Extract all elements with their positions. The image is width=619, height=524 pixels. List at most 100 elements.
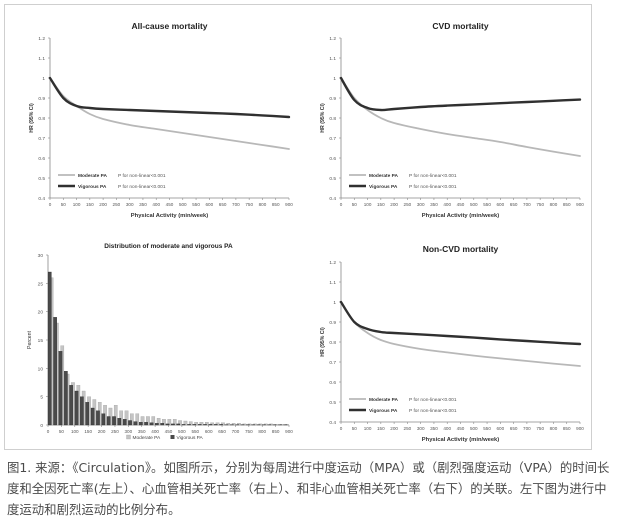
x-tick-label: 800 bbox=[258, 429, 266, 434]
x-tick-label: 450 bbox=[457, 202, 465, 207]
legend-note: P for non-linear<0.001 bbox=[409, 173, 457, 179]
x-tick-label: 0 bbox=[340, 426, 343, 431]
x-tick-label: 300 bbox=[417, 202, 425, 207]
y-tick-label: 15 bbox=[38, 338, 44, 344]
x-tick-label: 300 bbox=[124, 429, 132, 434]
chart-allcause: All-cause mortality 0.4 0.5 0.6 0.7 0.8 0.9 1 1.… bbox=[29, 21, 293, 219]
y-tick-label: 0.6 bbox=[329, 380, 336, 386]
x-tick-label: 400 bbox=[443, 426, 451, 431]
bar-moderate bbox=[242, 423, 247, 426]
legend-label: Moderate PA bbox=[369, 173, 398, 179]
y-tick-label: 1.2 bbox=[38, 36, 45, 42]
x-tick-label: 350 bbox=[430, 426, 438, 431]
chart-title: CVD mortality bbox=[432, 21, 488, 31]
x-tick-label: 250 bbox=[113, 202, 121, 207]
series-line-vigorous bbox=[339, 76, 582, 112]
y-tick-label: 0 bbox=[40, 423, 43, 429]
x-tick-label: 0 bbox=[49, 202, 52, 207]
x-tick-label: 0 bbox=[340, 202, 343, 207]
bar-vigorous bbox=[208, 424, 213, 426]
bar-vigorous bbox=[74, 390, 79, 426]
y-tick-label: 1.1 bbox=[329, 56, 336, 62]
legend-swatch-vigorous bbox=[170, 435, 175, 439]
bar-vigorous bbox=[187, 424, 191, 426]
bar-vigorous bbox=[133, 421, 138, 426]
x-tick-label: 750 bbox=[245, 429, 253, 434]
bar-vigorous bbox=[181, 424, 186, 426]
bar-moderate bbox=[226, 423, 231, 426]
x-tick-label: 450 bbox=[457, 426, 465, 431]
x-tick-label: 200 bbox=[390, 426, 398, 431]
y-axis-label: HR (95% CI) bbox=[320, 327, 326, 357]
x-tick-label: 100 bbox=[364, 202, 372, 207]
bar-vigorous bbox=[47, 271, 52, 426]
bar-vigorous bbox=[219, 424, 223, 426]
x-tick-label: 600 bbox=[205, 202, 213, 207]
x-tick-label: 650 bbox=[510, 426, 518, 431]
bar-vigorous bbox=[176, 423, 181, 426]
x-tick-label: 550 bbox=[483, 426, 491, 431]
x-tick-label: 900 bbox=[285, 429, 293, 434]
bar-vigorous bbox=[69, 385, 73, 426]
x-tick-label: 300 bbox=[417, 426, 425, 431]
x-tick-label: 750 bbox=[536, 202, 544, 207]
bar-vigorous bbox=[128, 420, 132, 426]
y-tick-label: 0.4 bbox=[329, 196, 336, 202]
bar-moderate bbox=[119, 410, 123, 426]
series-line-vigorous bbox=[48, 76, 291, 119]
x-tick-label: 100 bbox=[73, 202, 81, 207]
x-tick-label: 850 bbox=[272, 202, 280, 207]
x-tick-label: 250 bbox=[404, 426, 412, 431]
x-tick-label: 750 bbox=[536, 426, 544, 431]
bar-vigorous bbox=[112, 416, 116, 426]
x-axis-label: Physical Activity (min/week) bbox=[422, 437, 499, 443]
y-tick-label: 25 bbox=[38, 281, 44, 287]
x-tick-label: 50 bbox=[352, 202, 358, 207]
y-tick-label: 0.9 bbox=[329, 96, 336, 102]
chart-distribution: Distribution of moderate and vigorous PA… bbox=[27, 243, 293, 441]
x-tick-label: 900 bbox=[285, 202, 293, 207]
x-tick-label: 150 bbox=[84, 429, 92, 434]
bar-moderate bbox=[135, 413, 140, 426]
x-tick-label: 0 bbox=[47, 429, 50, 434]
bar-vigorous bbox=[85, 402, 90, 426]
bar-vigorous bbox=[192, 424, 197, 426]
x-tick-label: 650 bbox=[218, 429, 226, 434]
y-tick-label: 1 bbox=[333, 300, 336, 306]
y-tick-label: 30 bbox=[38, 253, 44, 259]
y-tick-label: 10 bbox=[38, 366, 44, 372]
series-line-vigorous bbox=[339, 300, 582, 346]
x-tick-label: 450 bbox=[165, 429, 173, 434]
bar-vigorous bbox=[64, 371, 68, 426]
chart-noncvd: Non-CVD mortality 0.4 0.5 0.6 0.7 0.8 0.9 1 1.1 1… bbox=[320, 244, 584, 443]
x-tick-label: 200 bbox=[99, 202, 107, 207]
bar-vigorous bbox=[53, 317, 57, 426]
y-tick-label: 0.7 bbox=[329, 360, 336, 366]
x-tick-label: 500 bbox=[178, 429, 186, 434]
x-tick-label: 900 bbox=[576, 426, 584, 431]
y-tick-label: 1.2 bbox=[329, 36, 336, 42]
legend-label: Vigorous PA bbox=[369, 408, 398, 414]
bar-vigorous bbox=[122, 419, 127, 426]
y-tick-label: 5 bbox=[40, 395, 43, 401]
y-tick-label: 0.7 bbox=[38, 136, 45, 142]
bar-moderate bbox=[130, 413, 134, 426]
y-axis-label: Percent bbox=[27, 331, 33, 349]
bar-moderate bbox=[156, 418, 161, 426]
x-tick-label: 900 bbox=[576, 202, 584, 207]
x-tick-label: 500 bbox=[179, 202, 187, 207]
x-tick-label: 450 bbox=[166, 202, 174, 207]
x-tick-label: 550 bbox=[191, 429, 199, 434]
y-tick-label: 0.4 bbox=[38, 196, 45, 202]
bar-vigorous bbox=[117, 418, 122, 426]
y-tick-label: 0.8 bbox=[38, 116, 45, 122]
y-tick-label: 0.8 bbox=[329, 116, 336, 122]
x-tick-label: 200 bbox=[390, 202, 398, 207]
bar-vigorous bbox=[144, 422, 148, 426]
legend-note: P for non-linear<0.001 bbox=[409, 408, 457, 414]
x-tick-label: 250 bbox=[404, 202, 412, 207]
x-tick-label: 650 bbox=[510, 202, 518, 207]
bar-moderate bbox=[205, 422, 209, 426]
x-tick-label: 350 bbox=[139, 202, 147, 207]
